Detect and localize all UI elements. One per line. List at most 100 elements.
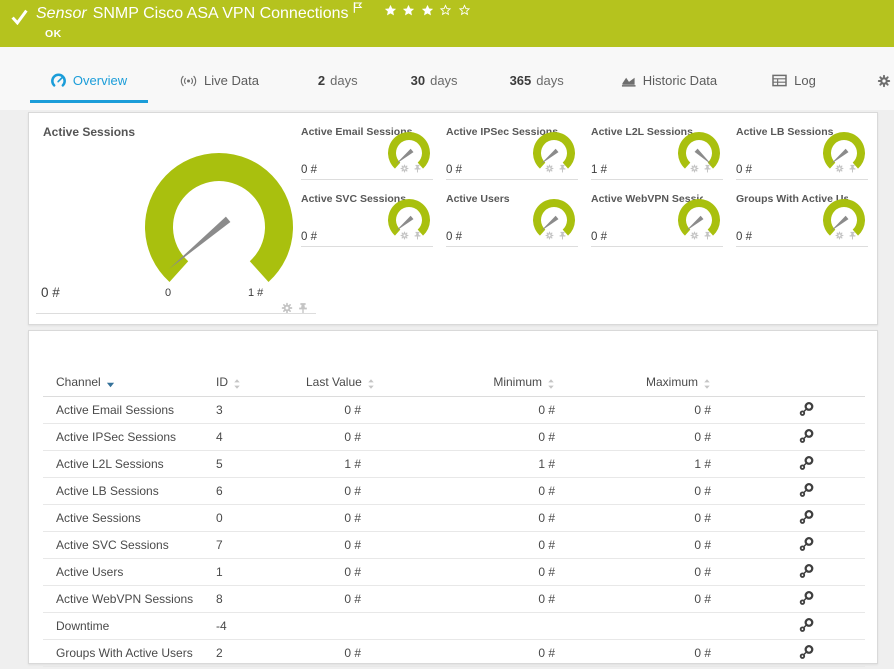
gear-icon[interactable] xyxy=(835,164,844,173)
gear-icon[interactable] xyxy=(400,164,409,173)
gear-icon[interactable] xyxy=(545,231,554,240)
channel-maximum: 0 # xyxy=(557,504,713,532)
pin-icon[interactable] xyxy=(848,164,857,173)
star-filled-icon[interactable] xyxy=(402,4,415,17)
tab-bar: Overview Live Data 2 days 30 days 365 da… xyxy=(0,47,894,110)
column-header-channel[interactable]: Channel xyxy=(43,369,216,397)
pin-icon[interactable] xyxy=(703,164,712,173)
mini-gauge-title: Active L2L Sessions xyxy=(591,126,693,138)
channel-maximum: 0 # xyxy=(557,423,713,451)
gear-icon[interactable] xyxy=(400,231,409,240)
channels-panel: Channel ID Last Value Minimum Maximum Ac… xyxy=(28,330,878,667)
divider xyxy=(591,179,723,180)
flag-icon[interactable] xyxy=(352,1,364,14)
tab-2-days[interactable]: 2 days xyxy=(316,61,360,103)
sort-icon xyxy=(367,378,375,390)
mini-gauge-value: 1 # xyxy=(591,164,607,176)
sensor-header-bar: Sensor SNMP Cisco ASA VPN Connections OK xyxy=(0,0,894,47)
gear-icon[interactable] xyxy=(690,164,699,173)
channel-settings-icon[interactable] xyxy=(798,455,815,472)
mini-gauge xyxy=(388,198,430,236)
sensor-title-line: Sensor SNMP Cisco ASA VPN Connections xyxy=(36,5,472,23)
channel-maximum: 0 # xyxy=(557,531,713,559)
mini-gauge-cell: Active WebVPN Sessio... 0 # xyxy=(591,193,723,247)
channel-minimum: 0 # xyxy=(369,639,557,667)
pin-icon[interactable] xyxy=(703,231,712,240)
channel-name: Active IPSec Sessions xyxy=(43,423,216,451)
pin-icon[interactable] xyxy=(297,302,309,314)
gear-icon[interactable] xyxy=(690,231,699,240)
priority-stars[interactable] xyxy=(384,2,472,20)
tab-settings[interactable]: Settings xyxy=(875,61,894,103)
mini-gauge xyxy=(678,131,720,169)
table-row: Groups With Active Users 2 0 # 0 # 0 # xyxy=(43,639,865,667)
pin-icon[interactable] xyxy=(413,231,422,240)
channel-last-value: 1 # xyxy=(306,450,369,478)
column-header-minimum[interactable]: Minimum xyxy=(369,369,557,397)
channel-id: 8 xyxy=(216,585,306,613)
tab-live-data[interactable]: Live Data xyxy=(178,61,261,103)
mini-gauge-value: 0 # xyxy=(736,164,752,176)
column-header-last-value[interactable]: Last Value xyxy=(306,369,369,397)
channel-id: -4 xyxy=(216,612,306,640)
gear-icon[interactable] xyxy=(281,302,293,314)
star-empty-icon[interactable] xyxy=(458,4,471,17)
tab-365-days[interactable]: 365 days xyxy=(508,61,566,103)
tab-unit: days xyxy=(430,73,458,88)
mini-gauge-value: 0 # xyxy=(301,164,317,176)
channel-settings-icon[interactable] xyxy=(798,509,815,526)
channel-settings-icon[interactable] xyxy=(798,563,815,580)
channel-settings-icon[interactable] xyxy=(798,590,815,607)
pin-icon[interactable] xyxy=(848,231,857,240)
channel-last-value: 0 # xyxy=(306,477,369,505)
channel-name: Active L2L Sessions xyxy=(43,450,216,478)
table-row: Active IPSec Sessions 4 0 # 0 # 0 # xyxy=(43,423,865,451)
channel-id: 0 xyxy=(216,504,306,532)
channel-maximum: 0 # xyxy=(557,639,713,667)
table-row: Active SVC Sessions 7 0 # 0 # 0 # xyxy=(43,531,865,559)
channel-id: 3 xyxy=(216,396,306,424)
column-header-id[interactable]: ID xyxy=(216,369,306,397)
mini-gauge-cell: Active Email Sessions 0 # xyxy=(301,126,433,180)
channel-id: 5 xyxy=(216,450,306,478)
channel-maximum: 0 # xyxy=(557,558,713,586)
channel-maximum: 0 # xyxy=(557,477,713,505)
star-filled-icon[interactable] xyxy=(421,4,434,17)
pin-icon[interactable] xyxy=(558,164,567,173)
sort-icon xyxy=(233,378,241,390)
channel-settings-icon[interactable] xyxy=(798,401,815,418)
divider xyxy=(446,246,578,247)
star-filled-icon[interactable] xyxy=(384,4,397,17)
channel-settings-icon[interactable] xyxy=(798,536,815,553)
channel-maximum xyxy=(557,612,713,640)
channel-settings-icon[interactable] xyxy=(798,428,815,445)
area-chart-icon xyxy=(621,73,636,88)
mini-gauge xyxy=(533,131,575,169)
gear-icon[interactable] xyxy=(545,164,554,173)
pin-icon[interactable] xyxy=(413,164,422,173)
channel-minimum: 0 # xyxy=(369,477,557,505)
channels-table: Channel ID Last Value Minimum Maximum Ac… xyxy=(43,369,865,667)
channel-last-value: 0 # xyxy=(306,585,369,613)
mini-gauge xyxy=(823,131,865,169)
divider xyxy=(736,179,868,180)
column-header-maximum[interactable]: Maximum xyxy=(557,369,713,397)
channel-name: Active Sessions xyxy=(43,504,216,532)
channel-minimum: 0 # xyxy=(369,531,557,559)
channel-settings-icon[interactable] xyxy=(798,482,815,499)
channel-settings-icon[interactable] xyxy=(798,644,815,661)
star-empty-icon[interactable] xyxy=(439,4,452,17)
pin-icon[interactable] xyxy=(558,231,567,240)
tab-log[interactable]: Log xyxy=(770,61,818,103)
sort-icon xyxy=(703,378,711,390)
channel-id: 6 xyxy=(216,477,306,505)
channel-settings-icon[interactable] xyxy=(798,617,815,634)
mini-gauge-title: Active IPSec Sessions xyxy=(446,126,558,138)
tab-historic-data[interactable]: Historic Data xyxy=(619,61,719,103)
gear-icon[interactable] xyxy=(835,231,844,240)
tab-unit: days xyxy=(330,73,358,88)
channel-name: Active WebVPN Sessions xyxy=(43,585,216,613)
tab-overview[interactable]: Overview xyxy=(30,61,148,103)
tab-30-days[interactable]: 30 days xyxy=(409,61,460,103)
gauge-icon xyxy=(51,73,66,88)
